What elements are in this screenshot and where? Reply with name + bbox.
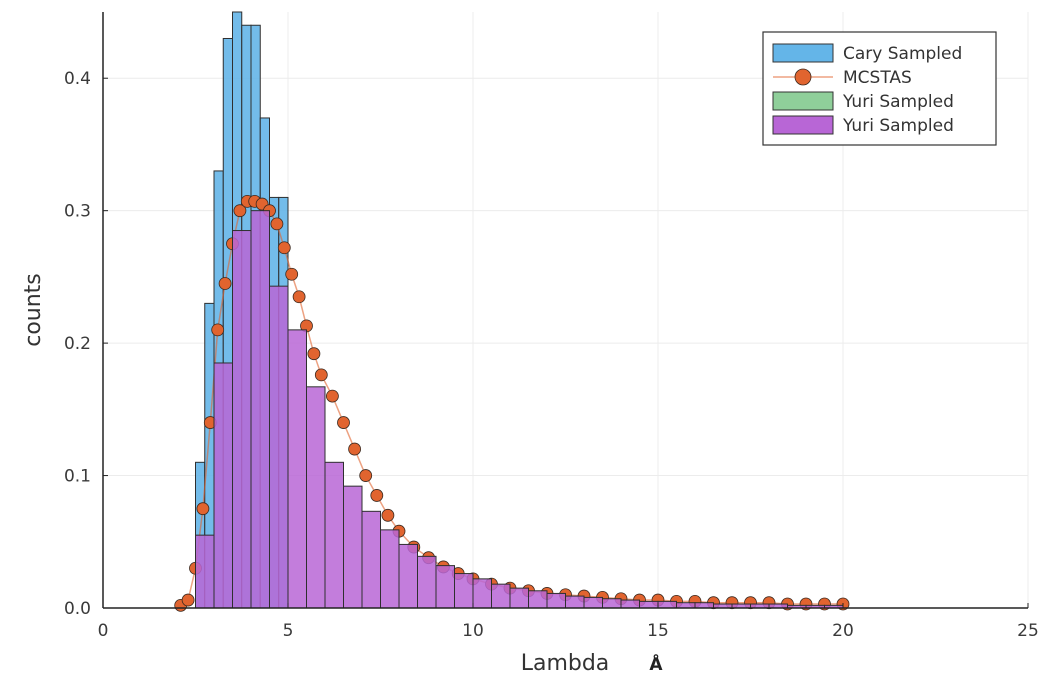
yuri-sampled-bar-22 [602, 598, 622, 609]
mcstas-point-13 [270, 217, 284, 231]
yuri-sampled-bar-14 [454, 573, 474, 609]
x-tick-label: 15 [647, 621, 669, 641]
x-axis-unit: Å [649, 652, 663, 675]
tick-labels: 0 5 10 15 20 25 0.0 0.1 0.2 0.3 0.4 [64, 69, 1039, 641]
y-tick-label: 0.4 [64, 69, 91, 89]
y-tick-label: 0.0 [64, 599, 91, 619]
mcstas-point-5 [211, 323, 225, 337]
y-axis-label: counts [21, 273, 46, 347]
mcstas-point-8 [233, 204, 247, 218]
mcstas-point-25 [381, 508, 395, 522]
legend-swatch-2 [772, 91, 834, 111]
yuri-sampled-bar-15 [472, 578, 492, 609]
yuri-sampled-bar-11 [398, 543, 418, 609]
legend-swatch-0 [772, 43, 834, 63]
legend-swatch-3 [772, 115, 834, 135]
mcstas-point-6 [218, 277, 232, 290]
yuri-sampled-bar-19 [546, 592, 566, 609]
mcstas-point-21 [337, 416, 350, 429]
yuri-sampled-bar-0 [195, 534, 215, 609]
mcstas-point-23 [359, 469, 373, 482]
legend: Cary Sampled MCSTAS Yuri Sampled Yuri Sampl… [762, 31, 997, 146]
x-tick-label: 10 [462, 621, 484, 641]
yuri-sampled-bar-13 [435, 565, 455, 609]
mcstas-point-1 [181, 593, 195, 607]
x-tick-label: 0 [98, 621, 109, 641]
mcstas-point-20 [325, 389, 339, 403]
yuri-sampled-bar-23 [620, 599, 640, 609]
yuri-sampled-bar-4 [269, 285, 289, 609]
series-yuri-sampled [195, 210, 844, 609]
yuri-sampled-bar-18 [528, 590, 548, 609]
axes [102, 12, 1028, 609]
yuri-sampled-bar-2 [232, 230, 252, 609]
mcstas-point-3 [196, 502, 210, 516]
yuri-sampled-bar-9 [361, 510, 381, 609]
yuri-sampled-bar-10 [380, 529, 400, 609]
mcstas-point-24 [370, 489, 384, 502]
yuri-sampled-bar-27 [694, 602, 714, 609]
yuri-sampled-bar-8 [343, 485, 363, 609]
x-axis-label: Lambda [521, 651, 610, 676]
yuri-sampled-bar-25 [657, 600, 677, 609]
x-tick-label: 20 [832, 621, 854, 641]
legend-label-2: Yuri Sampled [842, 92, 954, 112]
yuri-sampled-bar-17 [509, 587, 529, 609]
mcstas-point-16 [292, 290, 306, 304]
yuri-sampled-bar-24 [639, 600, 659, 609]
mcstas-point-15 [285, 267, 299, 281]
yuri-sampled-bar-3 [250, 210, 270, 609]
yuri-sampled-bar-7 [324, 461, 344, 609]
legend-swatch-mcstas-marker [794, 68, 812, 86]
yuri-sampled-bar-21 [583, 596, 603, 609]
x-tick-label: 25 [1017, 621, 1039, 641]
y-tick-label: 0.1 [64, 467, 91, 487]
legend-label-3: Yuri Sampled [842, 116, 954, 136]
mcstas-point-14 [277, 241, 291, 255]
yuri-sampled-bar-6 [306, 386, 326, 609]
y-tick-label: 0.2 [64, 334, 91, 354]
yuri-sampled-bar-20 [565, 595, 585, 609]
mcstas-point-22 [348, 442, 362, 456]
legend-label-1: MCSTAS [843, 68, 912, 88]
legend-label-0: Cary Sampled [843, 44, 962, 64]
yuri-sampled-bar-1 [213, 362, 233, 609]
mcstas-point-18 [307, 347, 321, 361]
y-tick-label: 0.3 [64, 202, 91, 222]
yuri-sampled-bar-12 [417, 555, 437, 609]
yuri-sampled-bar-5 [287, 329, 307, 609]
yuri-sampled-bar-16 [491, 583, 511, 609]
mcstas-point-19 [314, 368, 328, 382]
x-tick-label: 5 [283, 621, 294, 641]
yuri-sampled-bar-26 [676, 602, 696, 609]
